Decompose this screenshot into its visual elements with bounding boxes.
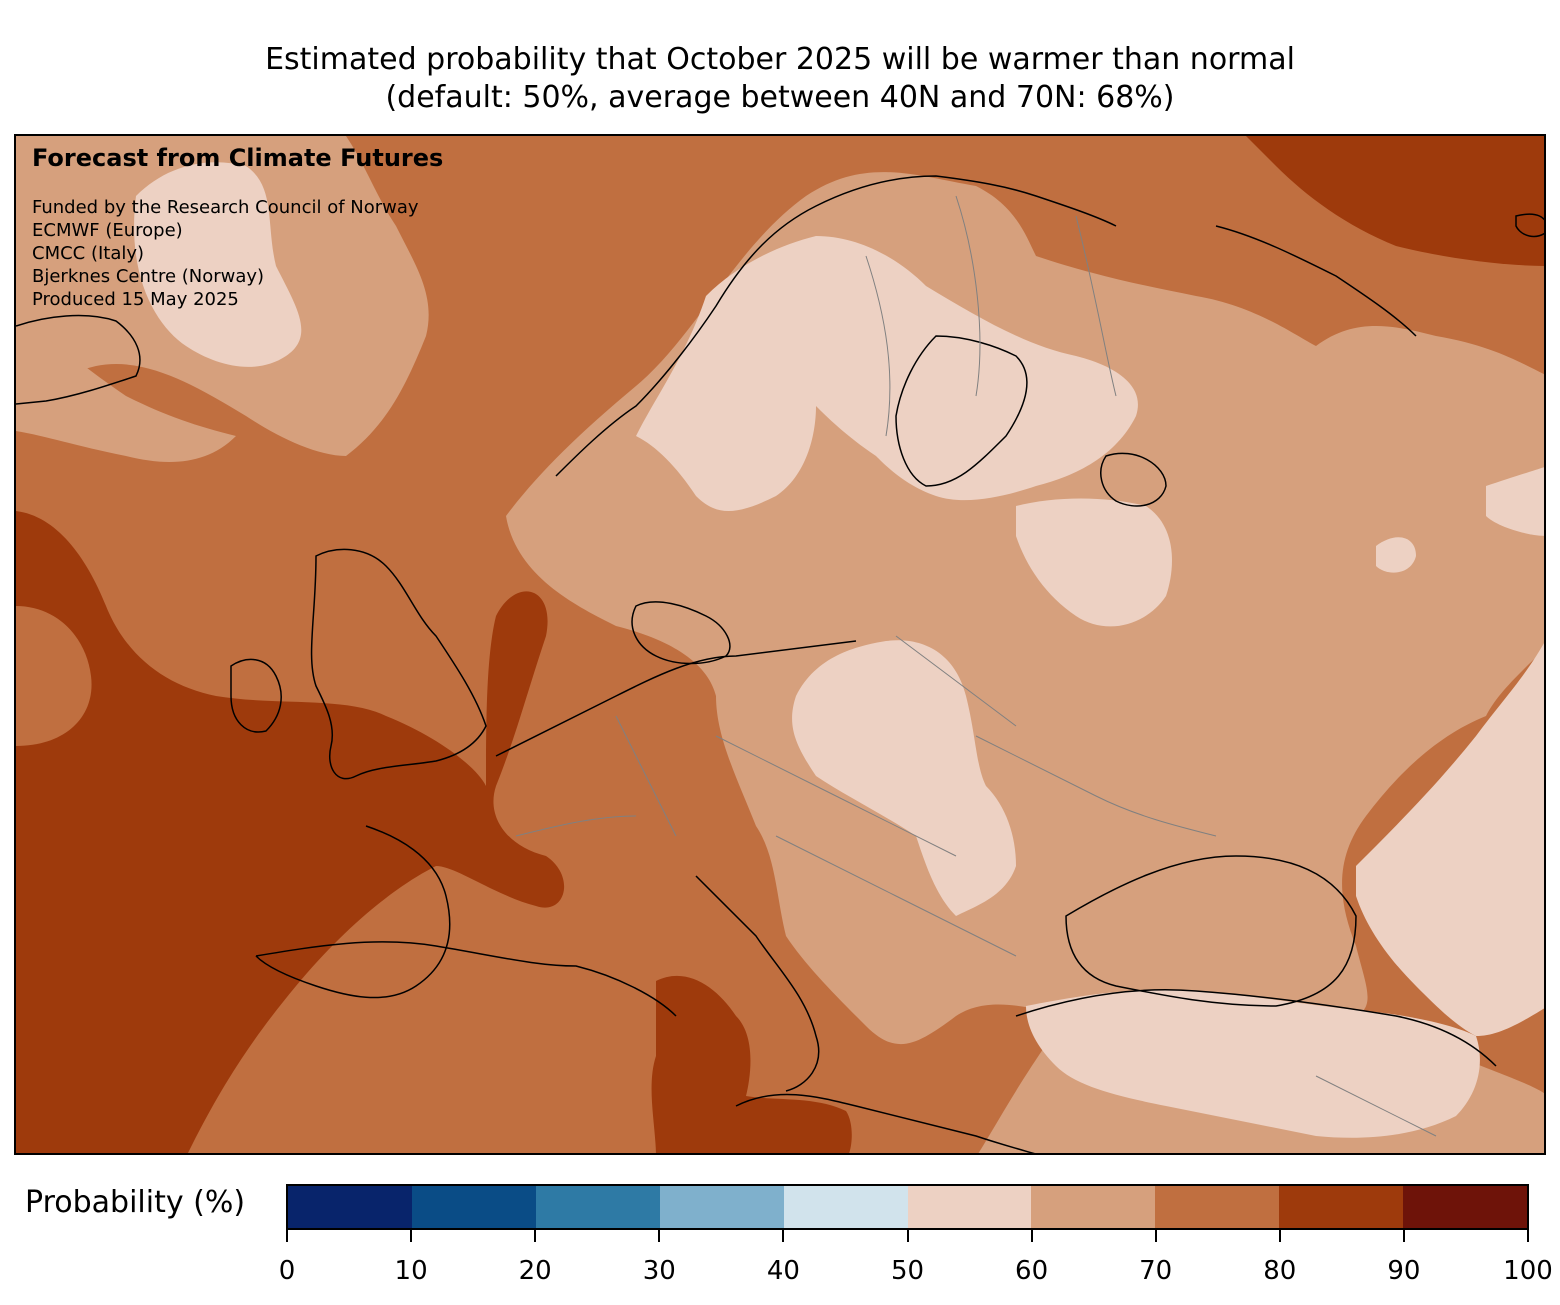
colorbar-segment (1279, 1186, 1404, 1228)
colorbar-segment (1155, 1186, 1280, 1228)
colorbar-tick-mark (1030, 1230, 1033, 1242)
colorbar-tick-mark (658, 1230, 661, 1242)
region-50-60-baltic-east (1016, 498, 1172, 627)
credit-line: Funded by the Research Council of Norway (32, 197, 419, 218)
map-title-line2: (default: 50%, average between 40N and 7… (385, 80, 1175, 115)
map-panel: Forecast from Climate Futures Funded by … (14, 134, 1546, 1155)
colorbar-tick-mark (1402, 1230, 1405, 1242)
region-50-60-black-sea-east (1356, 643, 1544, 1036)
colorbar-tick-mark (1527, 1230, 1529, 1242)
region-80-90-northeast (1246, 136, 1544, 266)
colorbar-segment (1403, 1186, 1528, 1228)
region-50-60-poland (792, 640, 1016, 916)
coastlines (16, 175, 1544, 1153)
credit-line: CMCC (Italy) (32, 243, 145, 264)
country-borders (515, 195, 1437, 1137)
colorbar-tick-mark (534, 1230, 537, 1242)
region-50-60-small-east (1376, 537, 1416, 573)
colorbar-tick-label: 90 (1387, 1256, 1421, 1286)
colorbar-tick-label: 0 (278, 1256, 296, 1286)
region-60-70-nw (16, 316, 236, 462)
colorbar-tick-label: 70 (1139, 1256, 1173, 1286)
map-title-line1: Estimated probability that October 2025 … (265, 42, 1295, 77)
colorbar-tick-mark (286, 1230, 288, 1242)
colorbar-tick-label: 80 (1263, 1256, 1297, 1286)
region-70-80-atlantic-island (16, 606, 92, 746)
colorbar-segment (659, 1186, 784, 1228)
colorbar-tick-label: 50 (890, 1256, 925, 1286)
region-50-60-scandinavia (636, 236, 1138, 511)
colorbar-tick-mark (1278, 1230, 1281, 1242)
credit-line: ECMWF (Europe) (32, 220, 183, 241)
colorbar-tick-mark (1154, 1230, 1157, 1242)
colorbar-tick-label: 100 (1503, 1256, 1553, 1286)
colorbar-segment (288, 1186, 412, 1228)
forecast-heading: Forecast from Climate Futures (32, 144, 444, 172)
colorbar-tick-label: 60 (1015, 1256, 1049, 1286)
colorbar-tick-mark (782, 1230, 785, 1242)
colorbar-segment (411, 1186, 536, 1228)
colorbar-segment (907, 1186, 1032, 1228)
colorbar-segment (535, 1186, 660, 1228)
colorbar-tick-label: 30 (642, 1256, 676, 1286)
colorbar-tick-label: 20 (518, 1256, 552, 1286)
colorbar-tick-label: 40 (766, 1256, 800, 1286)
colorbar-tick-mark (410, 1230, 413, 1242)
colorbar-segment (783, 1186, 908, 1228)
region-80-90-mediterranean (651, 976, 852, 1153)
colorbar-tick-label: 10 (394, 1256, 428, 1286)
colorbar-label: Probability (%) (25, 1185, 246, 1220)
region-80-90-atlantic (16, 511, 564, 1153)
region-50-60-east-edge (1486, 467, 1544, 536)
probability-map (16, 136, 1544, 1153)
credit-line: Produced 15 May 2025 (32, 289, 239, 310)
credit-line: Bjerknes Centre (Norway) (32, 266, 265, 287)
colorbar (286, 1184, 1529, 1230)
region-50-60-greenland-sea (134, 162, 302, 367)
colorbar-segment (1031, 1186, 1156, 1228)
colorbar-tick-mark (906, 1230, 909, 1242)
